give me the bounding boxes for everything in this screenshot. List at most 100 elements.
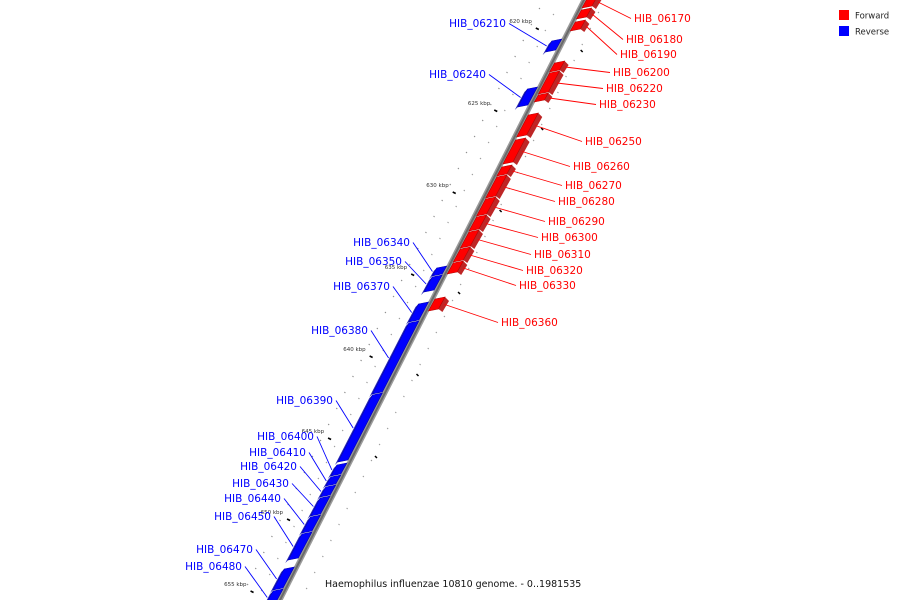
- gene-hib-06220[interactable]: HIB_06220: [537, 70, 663, 95]
- gene-feature[interactable]: [371, 320, 420, 395]
- genome-backbone: [277, 0, 587, 600]
- gene-hib-06370[interactable]: HIB_06370: [333, 281, 430, 325]
- gene-label[interactable]: HIB_06240: [429, 69, 486, 81]
- gene-feature-shade: [327, 465, 337, 479]
- gene-hib-06440[interactable]: HIB_06440: [224, 493, 322, 536]
- gene-label[interactable]: HIB_06390: [276, 395, 333, 407]
- gene-label[interactable]: HIB_06420: [240, 461, 297, 473]
- gene-label[interactable]: HIB_06250: [585, 136, 642, 148]
- gene-label[interactable]: HIB_06270: [565, 180, 622, 192]
- gene-feature[interactable]: [301, 514, 322, 534]
- gene-hib-06320[interactable]: HIB_06320: [452, 246, 583, 277]
- gene-label[interactable]: HIB_06230: [599, 99, 656, 111]
- gene-label[interactable]: HIB_06340: [353, 237, 410, 249]
- gene-label[interactable]: HIB_06330: [519, 280, 576, 292]
- gene-hib-06240[interactable]: HIB_06240: [429, 69, 538, 110]
- gene-label[interactable]: HIB_06170: [634, 13, 691, 25]
- gene-hib-06380[interactable]: HIB_06380: [311, 320, 420, 397]
- gene-hib-06210[interactable]: HIB_06210: [449, 18, 563, 55]
- gene-feature[interactable]: [265, 588, 284, 600]
- gene-label[interactable]: HIB_06400: [257, 431, 314, 443]
- gene-hib-06190[interactable]: HIB_06190: [569, 19, 677, 61]
- gene-hib-06230[interactable]: HIB_06230: [533, 92, 656, 111]
- gene-feature-shade: [470, 230, 483, 249]
- gene-label-connector: [316, 436, 333, 471]
- scale-tick-label: 630 kbp: [426, 183, 449, 189]
- gene-hib-06260[interactable]: HIB_06260: [502, 137, 630, 173]
- gene-hib-06300[interactable]: HIB_06300: [468, 214, 598, 244]
- gene-hib-06310[interactable]: HIB_06310: [459, 229, 591, 261]
- gene-label[interactable]: HIB_06440: [224, 493, 281, 505]
- gene-label-connector: [591, 13, 624, 40]
- gene-label-connector: [299, 466, 322, 492]
- gene-feature[interactable]: [319, 484, 337, 498]
- gene-hib-06200[interactable]: HIB_06200: [548, 60, 670, 79]
- gene-label[interactable]: HIB_06280: [558, 196, 615, 208]
- gene-label[interactable]: HIB_06410: [249, 447, 306, 459]
- gene-feature-shade: [429, 268, 437, 279]
- gene-feature-shade: [270, 569, 285, 593]
- gene-label-connector: [392, 286, 413, 313]
- gene-feature-shade: [514, 89, 528, 110]
- gene-label-connector: [404, 261, 427, 285]
- gene-label[interactable]: HIB_06470: [196, 544, 253, 556]
- gene-label-connector: [522, 151, 571, 167]
- gene-label[interactable]: HIB_06300: [541, 232, 598, 244]
- gene-feature-shade: [266, 591, 274, 600]
- gene-label[interactable]: HIB_06310: [534, 249, 591, 261]
- gene-label[interactable]: HIB_06190: [620, 49, 677, 61]
- gene-hib-06350[interactable]: HIB_06350: [345, 256, 443, 295]
- gene-hib-06360[interactable]: HIB_06360: [427, 296, 558, 329]
- gene-hib-06410[interactable]: HIB_06410: [249, 447, 342, 489]
- gene-label-connector: [273, 516, 294, 547]
- gene-hib-06280[interactable]: HIB_06280: [485, 174, 615, 208]
- gene-hib-06480[interactable]: HIB_06480: [185, 561, 284, 600]
- gene-hib-06170[interactable]: HIB_06170: [581, 0, 691, 25]
- gene-label[interactable]: HIB_06430: [232, 478, 289, 490]
- gene-label[interactable]: HIB_06220: [606, 83, 663, 95]
- gene-label[interactable]: HIB_06370: [333, 281, 390, 293]
- gene-label-connector: [508, 23, 547, 47]
- gene-feature-shade: [486, 197, 500, 217]
- gene-label[interactable]: HIB_06210: [449, 18, 506, 30]
- gene-hib-06470[interactable]: HIB_06470: [196, 544, 295, 593]
- gene-label[interactable]: HIB_06450: [214, 511, 271, 523]
- gene-hib-06340[interactable]: HIB_06340: [353, 237, 448, 279]
- gene-feature-shade: [542, 41, 552, 55]
- gene-feature-shade: [526, 113, 543, 138]
- gene-hib-06180[interactable]: HIB_06180: [575, 7, 683, 46]
- legend-forward-swatch: [839, 10, 849, 20]
- gene-feature[interactable]: [330, 462, 348, 477]
- gene-label-connector: [493, 206, 546, 222]
- gene-label[interactable]: HIB_06360: [501, 317, 558, 329]
- gene-label-connector: [549, 97, 597, 105]
- gene-hib-06420[interactable]: HIB_06420: [240, 461, 337, 500]
- gene-label[interactable]: HIB_06260: [573, 161, 630, 173]
- gene-label[interactable]: HIB_06320: [526, 265, 583, 277]
- gene-feature-shade: [495, 175, 511, 199]
- gene-hib-06330[interactable]: HIB_06330: [446, 260, 576, 292]
- gene-label-connector: [585, 25, 618, 55]
- gene-label-connector: [597, 1, 632, 19]
- gene-label-connector: [335, 400, 354, 429]
- gene-feature-shade: [285, 534, 302, 563]
- gene-label-connector: [564, 66, 611, 73]
- gene-hib-06270[interactable]: HIB_06270: [496, 164, 622, 192]
- gene-label-connector: [556, 82, 604, 89]
- gene-label[interactable]: HIB_06180: [626, 34, 683, 46]
- gene-hib-06430[interactable]: HIB_06430: [232, 478, 331, 519]
- gene-hib-06250[interactable]: HIB_06250: [516, 112, 642, 148]
- gene-hib-06400[interactable]: HIB_06400: [257, 431, 348, 479]
- gene-feature[interactable]: [337, 392, 383, 463]
- gene-label[interactable]: HIB_06290: [548, 216, 605, 228]
- gene-label[interactable]: HIB_06480: [185, 561, 242, 573]
- gene-hib-06450[interactable]: HIB_06450: [214, 511, 313, 563]
- gene-label[interactable]: HIB_06200: [613, 67, 670, 79]
- scale-tick-label: 645 kbp: [302, 429, 325, 435]
- gene-label[interactable]: HIB_06380: [311, 325, 368, 337]
- gene-label[interactable]: HIB_06350: [345, 256, 402, 268]
- gene-feature-shade: [421, 277, 433, 295]
- gene-hib-06390[interactable]: HIB_06390: [276, 392, 383, 465]
- gene-hib-06290[interactable]: HIB_06290: [475, 196, 605, 228]
